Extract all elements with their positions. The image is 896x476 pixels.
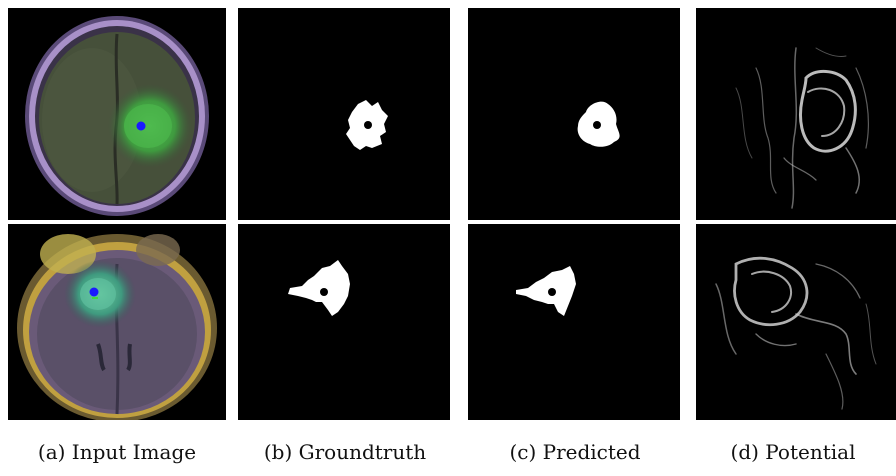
predicted-mask-row-1 [577, 101, 620, 147]
seed-point-row-2 [89, 287, 99, 297]
potential-panel-row-1 [696, 8, 896, 220]
caption-groundtruth: (b) Groundtruth [263, 440, 427, 464]
input-image-panel-row-2 [8, 224, 226, 420]
potential-map-row-1 [735, 47, 869, 209]
input-image-panel-row-1 [8, 8, 226, 220]
predicted-panel-row-1 [468, 8, 680, 220]
predicted-mask-row-2 [516, 266, 576, 316]
caption-input-image: (a) Input Image [37, 440, 197, 464]
potential-panel-row-2 [696, 224, 896, 420]
groundtruth-panel-row-1 [238, 8, 450, 220]
seed-point-row-1 [136, 121, 146, 131]
brain-mri-axial-row-1 [25, 16, 209, 216]
brain-mri-axial-row-2 [17, 234, 217, 420]
groundtruth-panel-row-2 [238, 224, 450, 420]
potential-map-row-2 [715, 256, 877, 410]
groundtruth-mask-row-2 [288, 260, 350, 316]
groundtruth-mask-row-1 [346, 100, 388, 150]
caption-potential: (d) Potential [730, 440, 856, 464]
predicted-panel-row-2 [468, 224, 680, 420]
caption-predicted: (c) Predicted [509, 440, 641, 464]
